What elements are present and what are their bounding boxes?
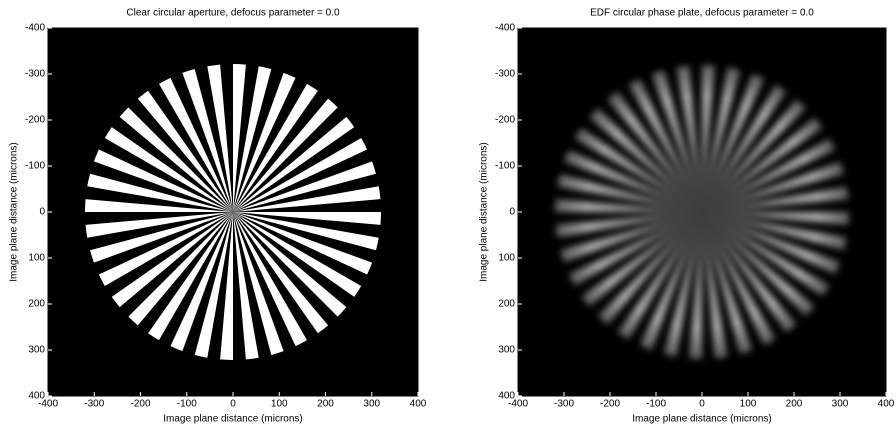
spoke xyxy=(85,199,233,212)
spoke xyxy=(233,186,381,212)
spoke xyxy=(90,212,234,263)
spoke xyxy=(128,212,233,326)
x-tick-label: 200 xyxy=(786,399,803,410)
x-tick-label: -100 xyxy=(177,399,197,410)
spoke xyxy=(233,212,307,347)
spoke xyxy=(233,138,368,212)
spoke xyxy=(119,107,233,212)
y-tick-label: 100 xyxy=(28,253,45,264)
spoke xyxy=(148,212,233,341)
y-axis-label: Image plane distance (microns) xyxy=(9,142,20,282)
spoke xyxy=(233,212,362,297)
spoke xyxy=(233,64,246,212)
x-axis-label: Image plane distance (microns) xyxy=(163,414,303,425)
x-tick-label: 0 xyxy=(230,399,236,410)
spoke xyxy=(87,173,234,212)
y-tick-label: -200 xyxy=(25,115,45,126)
spoke xyxy=(194,212,233,358)
x-tick-label: -100 xyxy=(646,399,666,410)
spoke xyxy=(207,64,233,212)
y-tick-label: 0 xyxy=(509,207,515,218)
y-tick-label: -300 xyxy=(25,69,45,80)
spoke xyxy=(98,212,233,286)
spoke xyxy=(233,212,347,317)
spoke xyxy=(233,83,318,212)
y-tick-label: -400 xyxy=(495,23,515,34)
chart-title: EDF circular phase plate, defocus parame… xyxy=(590,8,814,19)
x-tick-label: 300 xyxy=(832,399,849,410)
spoke xyxy=(182,69,233,213)
x-tick-label: -300 xyxy=(84,399,104,410)
y-tick-label: 100 xyxy=(498,253,515,264)
spoke xyxy=(233,212,373,275)
y-tick-label: -400 xyxy=(25,23,45,34)
y-tick-label: -100 xyxy=(25,161,45,172)
spoke xyxy=(220,212,233,360)
y-tick-label: 300 xyxy=(28,345,45,356)
x-tick-label: 300 xyxy=(363,399,380,410)
y-tick-label: -100 xyxy=(495,161,515,172)
chart-title: Clear circular aperture, defocus paramet… xyxy=(126,8,340,19)
spoke xyxy=(111,212,233,308)
spoke xyxy=(233,161,376,212)
spoke xyxy=(104,127,233,212)
spoke xyxy=(137,90,233,212)
x-tick-label: 400 xyxy=(878,399,895,410)
y-tick-label: 400 xyxy=(28,391,45,402)
x-tick-label: 400 xyxy=(410,399,427,410)
x-tick-label: 200 xyxy=(317,399,334,410)
y-tick-label: 300 xyxy=(498,345,515,356)
spoke xyxy=(159,77,233,212)
y-tick-label: 400 xyxy=(498,391,515,402)
x-tick-label: -200 xyxy=(600,399,620,410)
y-axis-label: Image plane distance (microns) xyxy=(479,142,490,282)
spoke xyxy=(233,212,381,225)
spoke xyxy=(233,98,338,212)
spoke xyxy=(233,72,296,212)
x-tick-label: 100 xyxy=(740,399,757,410)
y-tick-label: 200 xyxy=(498,299,515,310)
x-tick-label: -300 xyxy=(554,399,574,410)
spoke xyxy=(233,212,329,334)
spoke xyxy=(233,116,355,212)
siemens-star xyxy=(85,64,381,360)
y-tick-label: -300 xyxy=(495,69,515,80)
blur-shade xyxy=(547,57,857,367)
x-tick-label: 0 xyxy=(699,399,705,410)
spoke xyxy=(233,212,379,251)
spoke xyxy=(170,212,233,352)
x-tick-label: -400 xyxy=(38,399,58,410)
x-tick-label: -200 xyxy=(130,399,150,410)
y-tick-label: -200 xyxy=(495,115,515,126)
spoke xyxy=(233,66,272,213)
x-tick-label: -400 xyxy=(508,399,528,410)
spoke xyxy=(233,212,259,360)
y-tick-label: 200 xyxy=(28,299,45,310)
spoke xyxy=(233,212,284,355)
x-tick-label: 100 xyxy=(271,399,288,410)
y-tick-label: 0 xyxy=(39,207,45,218)
spoke xyxy=(93,149,233,212)
spoke xyxy=(85,212,233,238)
x-axis-label: Image plane distance (microns) xyxy=(632,414,772,425)
